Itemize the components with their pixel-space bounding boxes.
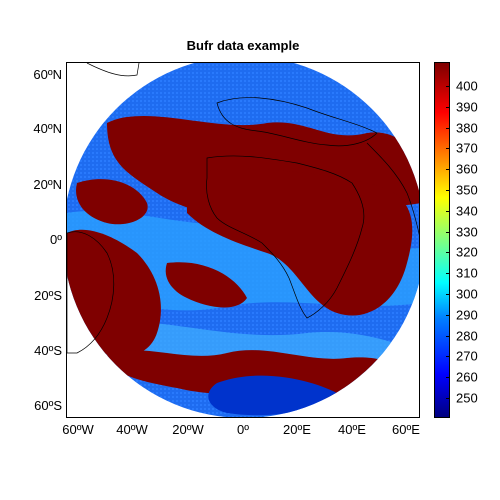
data-disk: [67, 63, 419, 417]
colorbar-tick: [446, 190, 450, 191]
colorbar-tick: [446, 127, 450, 129]
greenland-coastline: [86, 63, 140, 77]
y-label-40s: 40ºS: [34, 343, 62, 358]
x-label-40e: 40ºE: [338, 422, 366, 437]
south-america-coastline: [67, 231, 115, 354]
colorbar-tick: [446, 86, 450, 87]
colorbar-tick: [446, 314, 450, 316]
colorbar-tick: [446, 398, 450, 399]
high-region-central-atlantic: [165, 262, 247, 308]
coastlines: [67, 63, 419, 354]
africa-coastline: [206, 155, 365, 319]
x-label-60e: 60ºE: [392, 422, 420, 437]
colorbar-tick: [446, 294, 450, 295]
colorbar-label-330: 330: [456, 224, 478, 240]
colorbar-tick: [446, 148, 450, 150]
y-label-20s: 20ºS: [34, 288, 62, 303]
cold-region-south: [208, 375, 337, 416]
arabia-coastline: [366, 142, 419, 236]
high-region-southern-ocean: [107, 350, 407, 400]
satellite-data-map: [67, 63, 419, 417]
colorbar-label-360: 360: [456, 161, 478, 177]
colorbar-tick: [446, 210, 450, 212]
colorbar-tick: [446, 169, 450, 171]
colorbar-label-310: 310: [456, 265, 478, 281]
colorbar-label-400: 400: [456, 78, 478, 94]
colorbar-label-300: 300: [456, 286, 478, 302]
colorbar-label-250: 250: [456, 390, 478, 406]
colorbar-label-280: 280: [456, 328, 478, 344]
colorbar-tick: [446, 252, 450, 254]
colorbar-tick: [446, 356, 450, 358]
y-label-60n: 60ºN: [33, 67, 62, 82]
colorbar-label-340: 340: [456, 203, 478, 219]
high-region-africa: [187, 168, 413, 316]
x-label-0: 0º: [237, 422, 249, 437]
high-region-south-america: [67, 229, 161, 357]
colorbar-label-350: 350: [456, 182, 478, 198]
colorbar-tick: [446, 377, 450, 379]
x-label-20e: 20ºE: [283, 422, 311, 437]
colorbar-label-260: 260: [456, 369, 478, 385]
y-label-0: 0º: [50, 232, 62, 247]
colorbar-tick: [446, 335, 450, 337]
colorbar-label-270: 270: [456, 348, 478, 364]
colorbar-label-380: 380: [456, 120, 478, 136]
europe-coastline: [216, 97, 378, 147]
colorbar-label-370: 370: [456, 140, 478, 156]
x-label-20w: 20ºW: [172, 422, 204, 437]
colorbar-label-320: 320: [456, 244, 478, 260]
y-label-40n: 40ºN: [33, 121, 62, 136]
high-region-atlantic: [76, 179, 148, 225]
colorbar-tick: [446, 106, 450, 108]
x-label-40w: 40ºW: [116, 422, 148, 437]
y-label-60s: 60ºS: [34, 398, 62, 413]
x-label-60w: 60ºW: [62, 422, 94, 437]
colorbar-tick: [446, 273, 450, 275]
map-panel: [66, 62, 420, 418]
y-label-20n: 20ºN: [33, 177, 62, 192]
colorbar-tick: [446, 231, 450, 233]
map-title: Bufr data example: [186, 38, 300, 53]
colorbar: [434, 62, 450, 418]
colorbar-label-390: 390: [456, 99, 478, 115]
colorbar-label-290: 290: [456, 307, 478, 323]
